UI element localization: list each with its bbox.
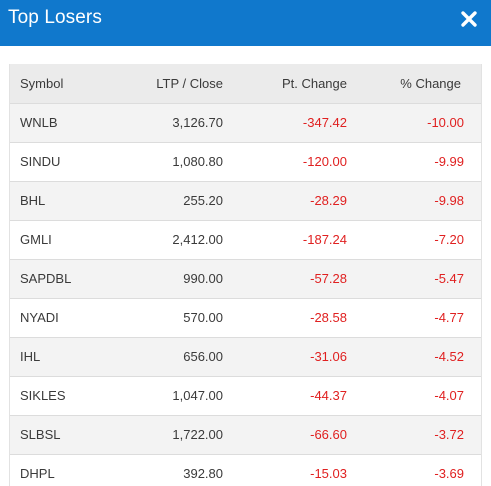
close-icon[interactable] <box>459 9 479 29</box>
cell-pt-change: -66.60 <box>310 427 347 442</box>
cell-symbol[interactable]: SLBSL <box>20 427 61 442</box>
cell-pt-change: -28.29 <box>310 193 347 208</box>
cell-pct-change: -9.98 <box>434 193 464 208</box>
column-header-symbol[interactable]: Symbol <box>20 75 64 91</box>
cell-pct-change: -4.07 <box>434 388 464 403</box>
cell-ltp-close: 1,722.00 <box>172 427 223 442</box>
cell-symbol[interactable]: IHL <box>20 349 41 364</box>
cell-pct-change: -9.99 <box>434 154 464 169</box>
cell-ltp-close: 656.00 <box>183 349 223 364</box>
table-row[interactable]: GMLI 2,412.00 -187.24 -7.20 <box>10 220 481 259</box>
cell-pt-change: -15.03 <box>310 466 347 482</box>
cell-ltp-close: 1,047.00 <box>172 388 223 403</box>
cell-pt-change: -31.06 <box>310 349 347 364</box>
cell-ltp-close: 570.00 <box>183 310 223 325</box>
cell-symbol[interactable]: SAPDBL <box>20 271 72 286</box>
cell-pt-change: -187.24 <box>302 232 347 247</box>
cell-symbol[interactable]: SIKLES <box>20 388 66 403</box>
table-row[interactable]: IHL 656.00 -31.06 -4.52 <box>10 337 481 376</box>
cell-pt-change: -28.58 <box>310 310 347 325</box>
cell-pct-change: -4.77 <box>434 310 464 325</box>
cell-pt-change: -120.00 <box>302 154 347 169</box>
cell-pt-change: -347.42 <box>302 115 347 130</box>
cell-symbol[interactable]: SINDU <box>20 154 61 169</box>
top-losers-table: Symbol LTP / Close Pt. Change % Change W… <box>9 64 482 486</box>
table-row[interactable]: SIKLES 1,047.00 -44.37 -4.07 <box>10 376 481 415</box>
cell-pt-change: -44.37 <box>310 388 347 403</box>
table-header-row: Symbol LTP / Close Pt. Change % Change <box>10 64 481 103</box>
cell-pct-change: -7.20 <box>434 232 464 247</box>
cell-pct-change: -3.72 <box>434 427 464 442</box>
table-row[interactable]: DHPL 392.80 -15.03 -3.69 <box>10 454 481 486</box>
cell-ltp-close: 1,080.80 <box>172 154 223 169</box>
cell-ltp-close: 392.80 <box>183 466 223 482</box>
table-row[interactable]: WNLB 3,126.70 -347.42 -10.00 <box>10 103 481 142</box>
cell-ltp-close: 990.00 <box>183 271 223 286</box>
cell-ltp-close: 255.20 <box>183 193 223 208</box>
cell-pct-change: -3.69 <box>434 466 464 482</box>
cell-ltp-close: 2,412.00 <box>172 232 223 247</box>
cell-ltp-close: 3,126.70 <box>172 115 223 130</box>
table-row[interactable]: SLBSL 1,722.00 -66.60 -3.72 <box>10 415 481 454</box>
column-header-pct-change[interactable]: % Change <box>400 75 461 91</box>
cell-pct-change: -4.52 <box>434 349 464 364</box>
modal-header: Top Losers <box>0 0 491 46</box>
table-row[interactable]: BHL 255.20 -28.29 -9.98 <box>10 181 481 220</box>
table-row[interactable]: NYADI 570.00 -28.58 -4.77 <box>10 298 481 337</box>
column-header-ltp-close[interactable]: LTP / Close <box>156 75 223 91</box>
cell-symbol[interactable]: NYADI <box>20 310 59 325</box>
cell-symbol[interactable]: GMLI <box>20 232 52 247</box>
table-row[interactable]: SAPDBL 990.00 -57.28 -5.47 <box>10 259 481 298</box>
modal-title: Top Losers <box>8 7 102 28</box>
column-header-pt-change[interactable]: Pt. Change <box>281 75 347 91</box>
cell-symbol[interactable]: WNLB <box>20 115 58 130</box>
cell-symbol[interactable]: DHPL <box>20 466 55 482</box>
cell-pct-change: -5.47 <box>434 271 464 286</box>
cell-pct-change: -10.00 <box>427 115 464 130</box>
cell-pt-change: -57.28 <box>310 271 347 286</box>
cell-symbol[interactable]: BHL <box>20 193 46 208</box>
table-row[interactable]: SINDU 1,080.80 -120.00 -9.99 <box>10 142 481 181</box>
